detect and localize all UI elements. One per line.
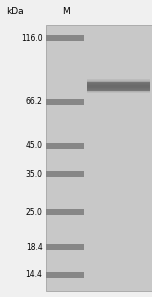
Bar	[87, 88, 150, 89]
Text: 18.4: 18.4	[26, 243, 43, 252]
Text: M: M	[62, 7, 70, 16]
Text: 25.0: 25.0	[26, 208, 43, 217]
Text: kDa: kDa	[6, 7, 24, 16]
Text: 35.0: 35.0	[26, 170, 43, 179]
Bar	[87, 83, 150, 84]
Text: 45.0: 45.0	[26, 141, 43, 150]
Bar	[87, 82, 150, 83]
Bar	[46, 244, 84, 250]
Bar	[87, 86, 150, 87]
Bar	[87, 91, 150, 92]
Bar	[87, 90, 150, 91]
Bar	[87, 89, 150, 90]
Bar	[46, 25, 152, 291]
Bar	[46, 99, 84, 105]
Bar	[87, 80, 150, 81]
Bar	[46, 171, 84, 177]
Text: 116.0: 116.0	[21, 34, 43, 43]
Bar	[46, 35, 84, 41]
Bar	[87, 87, 150, 88]
Bar	[87, 85, 150, 86]
Bar	[46, 272, 84, 278]
Text: 14.4: 14.4	[26, 271, 43, 279]
Bar	[87, 81, 150, 91]
Bar	[87, 84, 150, 85]
Bar	[46, 209, 84, 215]
Bar	[87, 79, 150, 80]
Bar	[46, 143, 84, 148]
Bar	[87, 81, 150, 82]
Bar	[87, 92, 150, 93]
Text: 66.2: 66.2	[26, 97, 43, 106]
